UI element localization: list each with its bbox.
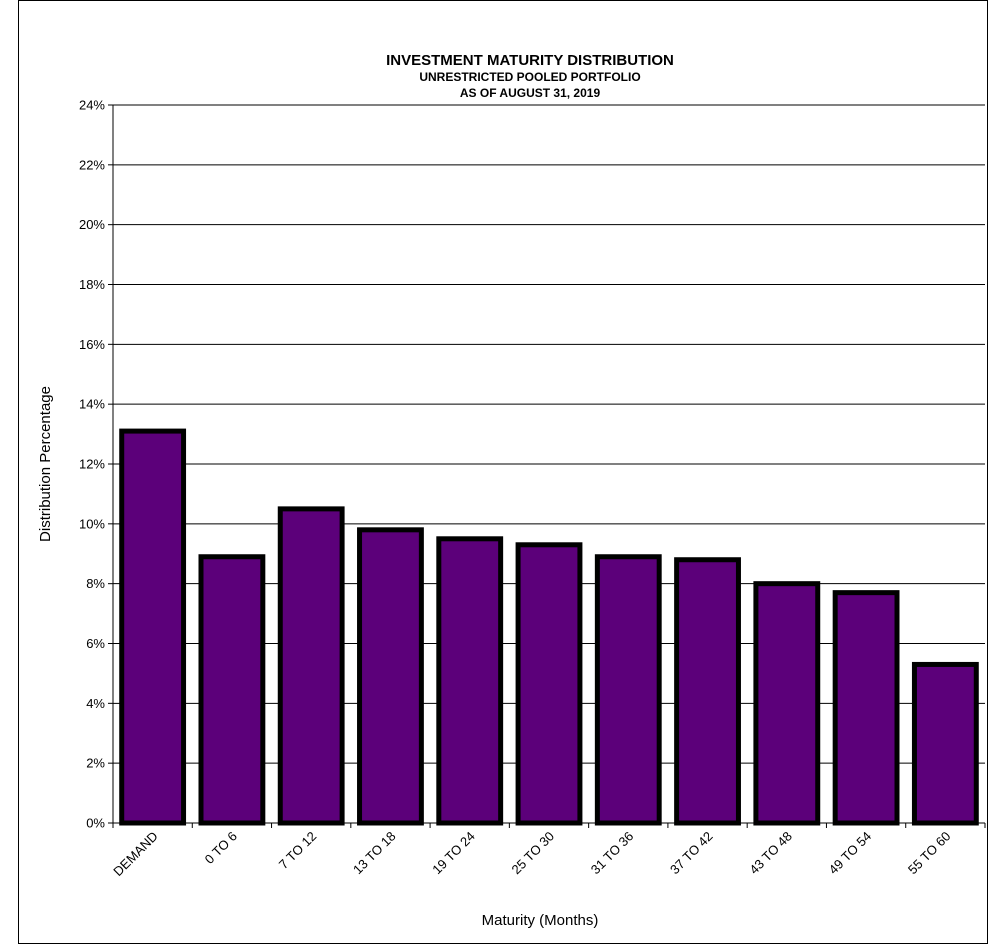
x-axis-title: Maturity (Months) xyxy=(482,912,599,929)
y-tick-label: 6% xyxy=(86,636,105,651)
bar xyxy=(674,557,741,826)
x-tick-label: 31 TO 36 xyxy=(588,829,637,878)
chart-subtitle-2: AS OF AUGUST 31, 2019 xyxy=(460,86,601,100)
bar xyxy=(515,542,583,826)
y-tick-label: 20% xyxy=(79,217,105,232)
x-tick-label: 49 TO 54 xyxy=(826,829,875,878)
y-tick-label: 10% xyxy=(79,516,105,531)
x-tick-label: 25 TO 30 xyxy=(509,829,558,878)
x-tick-label: 55 TO 60 xyxy=(905,829,954,878)
x-tick-label: 7 TO 12 xyxy=(276,829,319,872)
bar xyxy=(753,581,821,826)
x-tick-label: 43 TO 48 xyxy=(746,829,795,878)
bars xyxy=(119,428,979,826)
y-tick-label: 2% xyxy=(86,756,105,771)
bar xyxy=(357,527,424,826)
bar xyxy=(911,661,979,826)
x-tick-label: 0 TO 6 xyxy=(202,829,240,867)
x-tick-label: DEMAND xyxy=(110,829,160,879)
y-tick-label: 24% xyxy=(79,98,105,113)
x-tick-label: 19 TO 24 xyxy=(429,829,478,878)
bar xyxy=(119,428,187,826)
y-axis-ticks: 0% 2% 4% 6% 8% 10% 12% 14% 16% 18% 20% 22% 24% xyxy=(79,98,113,831)
bar xyxy=(198,554,266,826)
y-tick-label: 16% xyxy=(79,337,105,352)
bar xyxy=(277,506,345,826)
x-axis-ticks: DEMAND 0 TO 6 7 TO 12 13 TO 18 19 TO 24 25 TO… xyxy=(110,823,986,879)
y-axis-title: Distribution Percentage xyxy=(37,386,54,542)
bar xyxy=(594,554,662,826)
y-tick-label: 14% xyxy=(79,397,105,412)
chart-subtitle-1: UNRESTRICTED POOLED PORTFOLIO xyxy=(419,70,640,84)
bar xyxy=(436,536,504,826)
bar xyxy=(832,590,900,826)
chart-title: INVESTMENT MATURITY DISTRIBUTION xyxy=(386,52,674,69)
y-tick-label: 0% xyxy=(86,816,105,831)
y-tick-label: 8% xyxy=(86,576,105,591)
y-tick-label: 22% xyxy=(79,157,105,172)
x-tick-label: 13 TO 18 xyxy=(350,829,399,878)
y-tick-label: 4% xyxy=(86,696,105,711)
y-tick-label: 12% xyxy=(79,457,105,472)
y-tick-label: 18% xyxy=(79,277,105,292)
x-tick-label: 37 TO 42 xyxy=(667,829,716,878)
